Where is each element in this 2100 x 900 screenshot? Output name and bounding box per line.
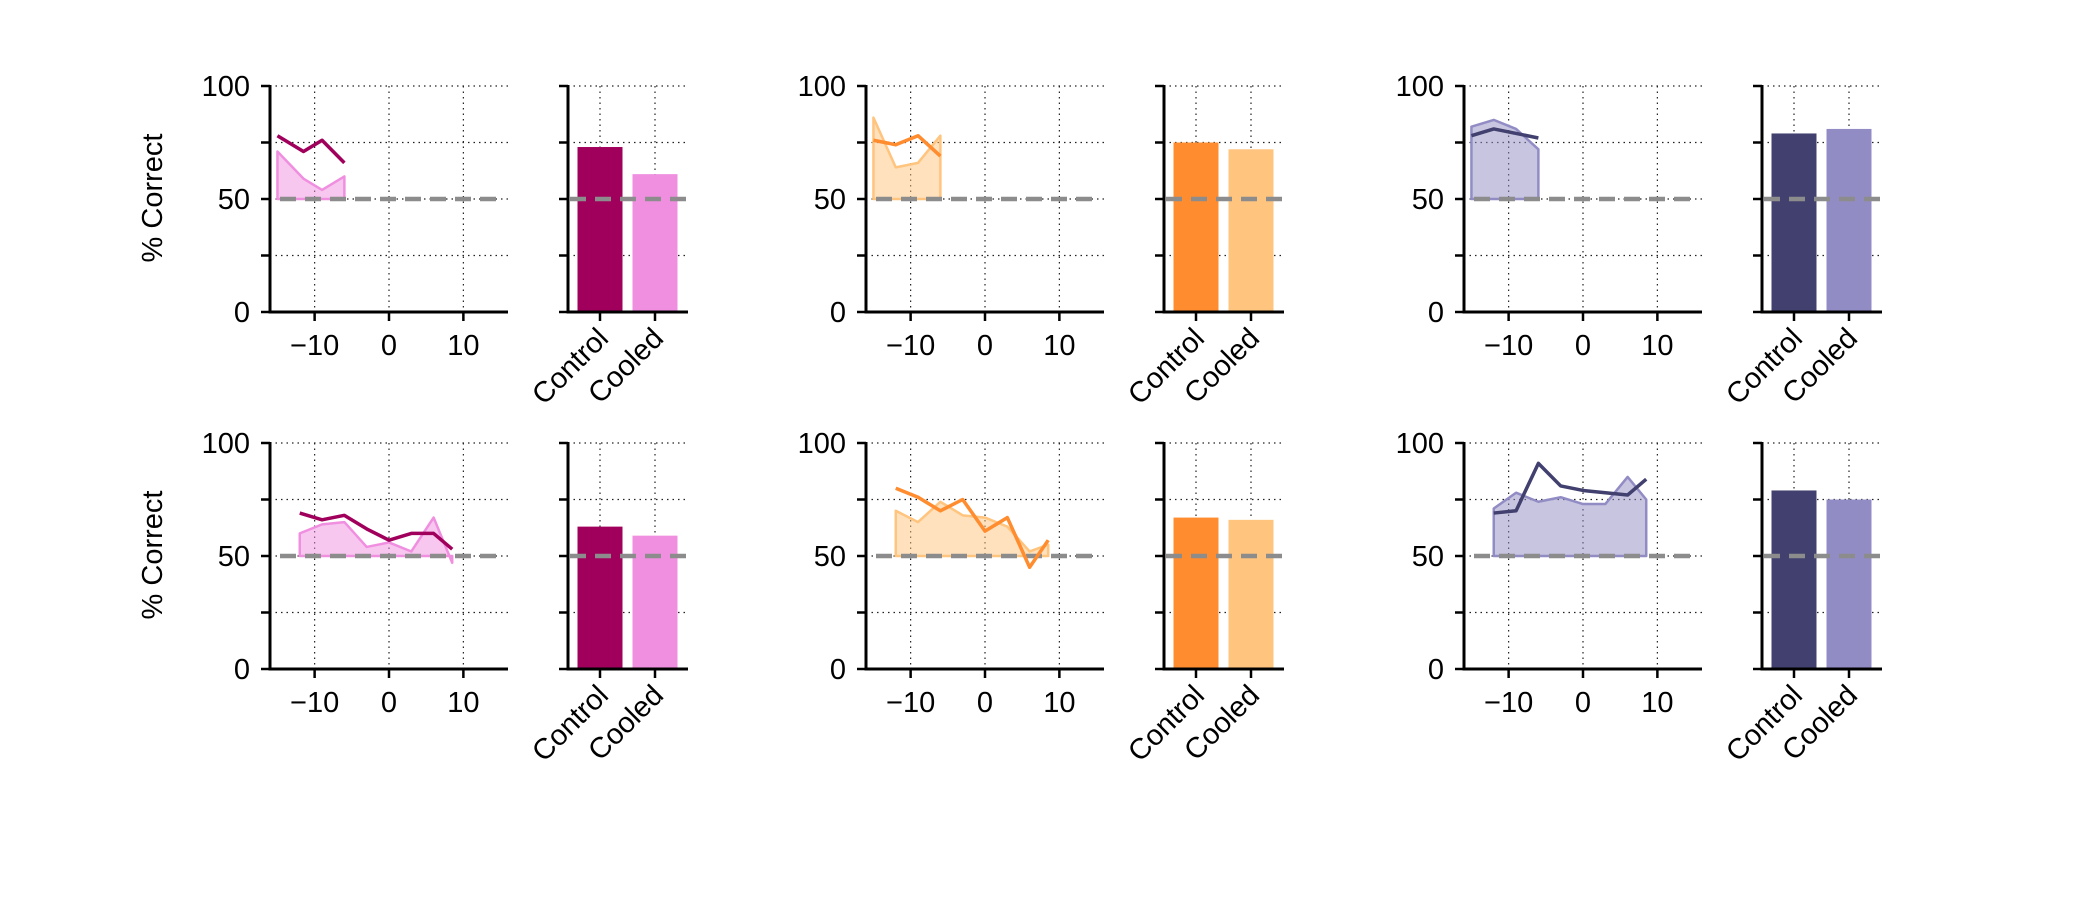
series-cooled-area <box>276 150 346 201</box>
y-tick-label: 0 <box>830 654 846 686</box>
row1-col3-line: 0 50 100 −10 0 10 <box>1396 71 1702 362</box>
x-tick-label: 0 <box>381 330 397 362</box>
x-tick-label: −10 <box>1484 330 1533 362</box>
series-control-line <box>873 133 942 158</box>
y-tick-label: 0 <box>1428 654 1444 686</box>
series-cooled-area <box>1492 475 1648 558</box>
y-tick-label: 50 <box>1412 184 1444 216</box>
y-axis-label-row2-text: % Correct <box>137 491 169 620</box>
series-cooled-area <box>872 116 942 201</box>
series-control-line <box>276 134 346 165</box>
x-tick-label: 0 <box>977 687 993 719</box>
y-tick-label: 100 <box>1396 71 1444 103</box>
row2-col2-line: 0 50 100 −10 0 10 <box>798 428 1104 719</box>
bar-cooled <box>1228 149 1274 312</box>
x-tick-label: 0 <box>381 687 397 719</box>
y-tick-label: 50 <box>1412 541 1444 573</box>
bar-control <box>1771 490 1817 669</box>
y-tick-label: 100 <box>798 428 846 460</box>
bar-cooled <box>632 174 678 312</box>
series-control-line <box>299 511 454 551</box>
row2-col1-line: 0 50 100 −10 0 10 <box>202 428 508 719</box>
row1-col1-line: 0 50 100 −10 0 10 <box>202 71 508 362</box>
x-tick-label: 0 <box>1575 687 1591 719</box>
y-tick-label: 0 <box>234 297 250 329</box>
y-tick-label: 100 <box>798 71 846 103</box>
x-tick-label: 10 <box>1043 687 1075 719</box>
x-tick-label: 10 <box>1043 330 1075 362</box>
x-tick-label: −10 <box>886 687 935 719</box>
y-axis-label-row1: % Correct <box>137 134 169 263</box>
bar-control <box>577 147 623 312</box>
row1-col2-line: 0 50 100 −10 0 10 <box>798 71 1104 362</box>
series-cooled-area <box>894 500 1050 558</box>
y-tick-label: 0 <box>1428 297 1444 329</box>
y-tick-label: 50 <box>218 541 250 573</box>
y-axis-label-row1-text: % Correct <box>137 134 169 263</box>
row2-col3-line: 0 50 100 −10 0 10 <box>1396 428 1702 719</box>
x-tick-label: 10 <box>1641 330 1673 362</box>
x-tick-label: −10 <box>290 687 339 719</box>
x-tick-label: 0 <box>977 330 993 362</box>
bar-control <box>1173 517 1219 669</box>
bar-cooled <box>1826 499 1872 669</box>
y-tick-label: 50 <box>814 184 846 216</box>
bar-control <box>1173 142 1219 312</box>
y-tick-label: 100 <box>202 71 250 103</box>
x-tick-label: 10 <box>447 330 479 362</box>
x-tick-label: −10 <box>1484 687 1533 719</box>
series-control-line <box>1493 461 1648 515</box>
bar-control <box>577 526 623 669</box>
y-tick-label: 0 <box>830 297 846 329</box>
y-tick-label: 100 <box>202 428 250 460</box>
y-tick-label: 50 <box>218 184 250 216</box>
y-tick-label: 50 <box>814 541 846 573</box>
y-axis-label-row2: % Correct <box>137 491 169 620</box>
y-tick-label: 0 <box>234 654 250 686</box>
bar-cooled <box>1228 519 1274 669</box>
x-tick-label: 10 <box>447 687 479 719</box>
bar-cooled <box>1826 128 1872 312</box>
x-tick-label: −10 <box>886 330 935 362</box>
x-tick-label: 0 <box>1575 330 1591 362</box>
bar-control <box>1771 133 1817 312</box>
y-tick-label: 100 <box>1396 428 1444 460</box>
x-tick-label: 10 <box>1641 687 1673 719</box>
x-tick-label: −10 <box>290 330 339 362</box>
series-cooled-area <box>298 516 454 565</box>
series-control-line <box>895 486 1050 570</box>
series-control-line <box>1470 127 1539 140</box>
